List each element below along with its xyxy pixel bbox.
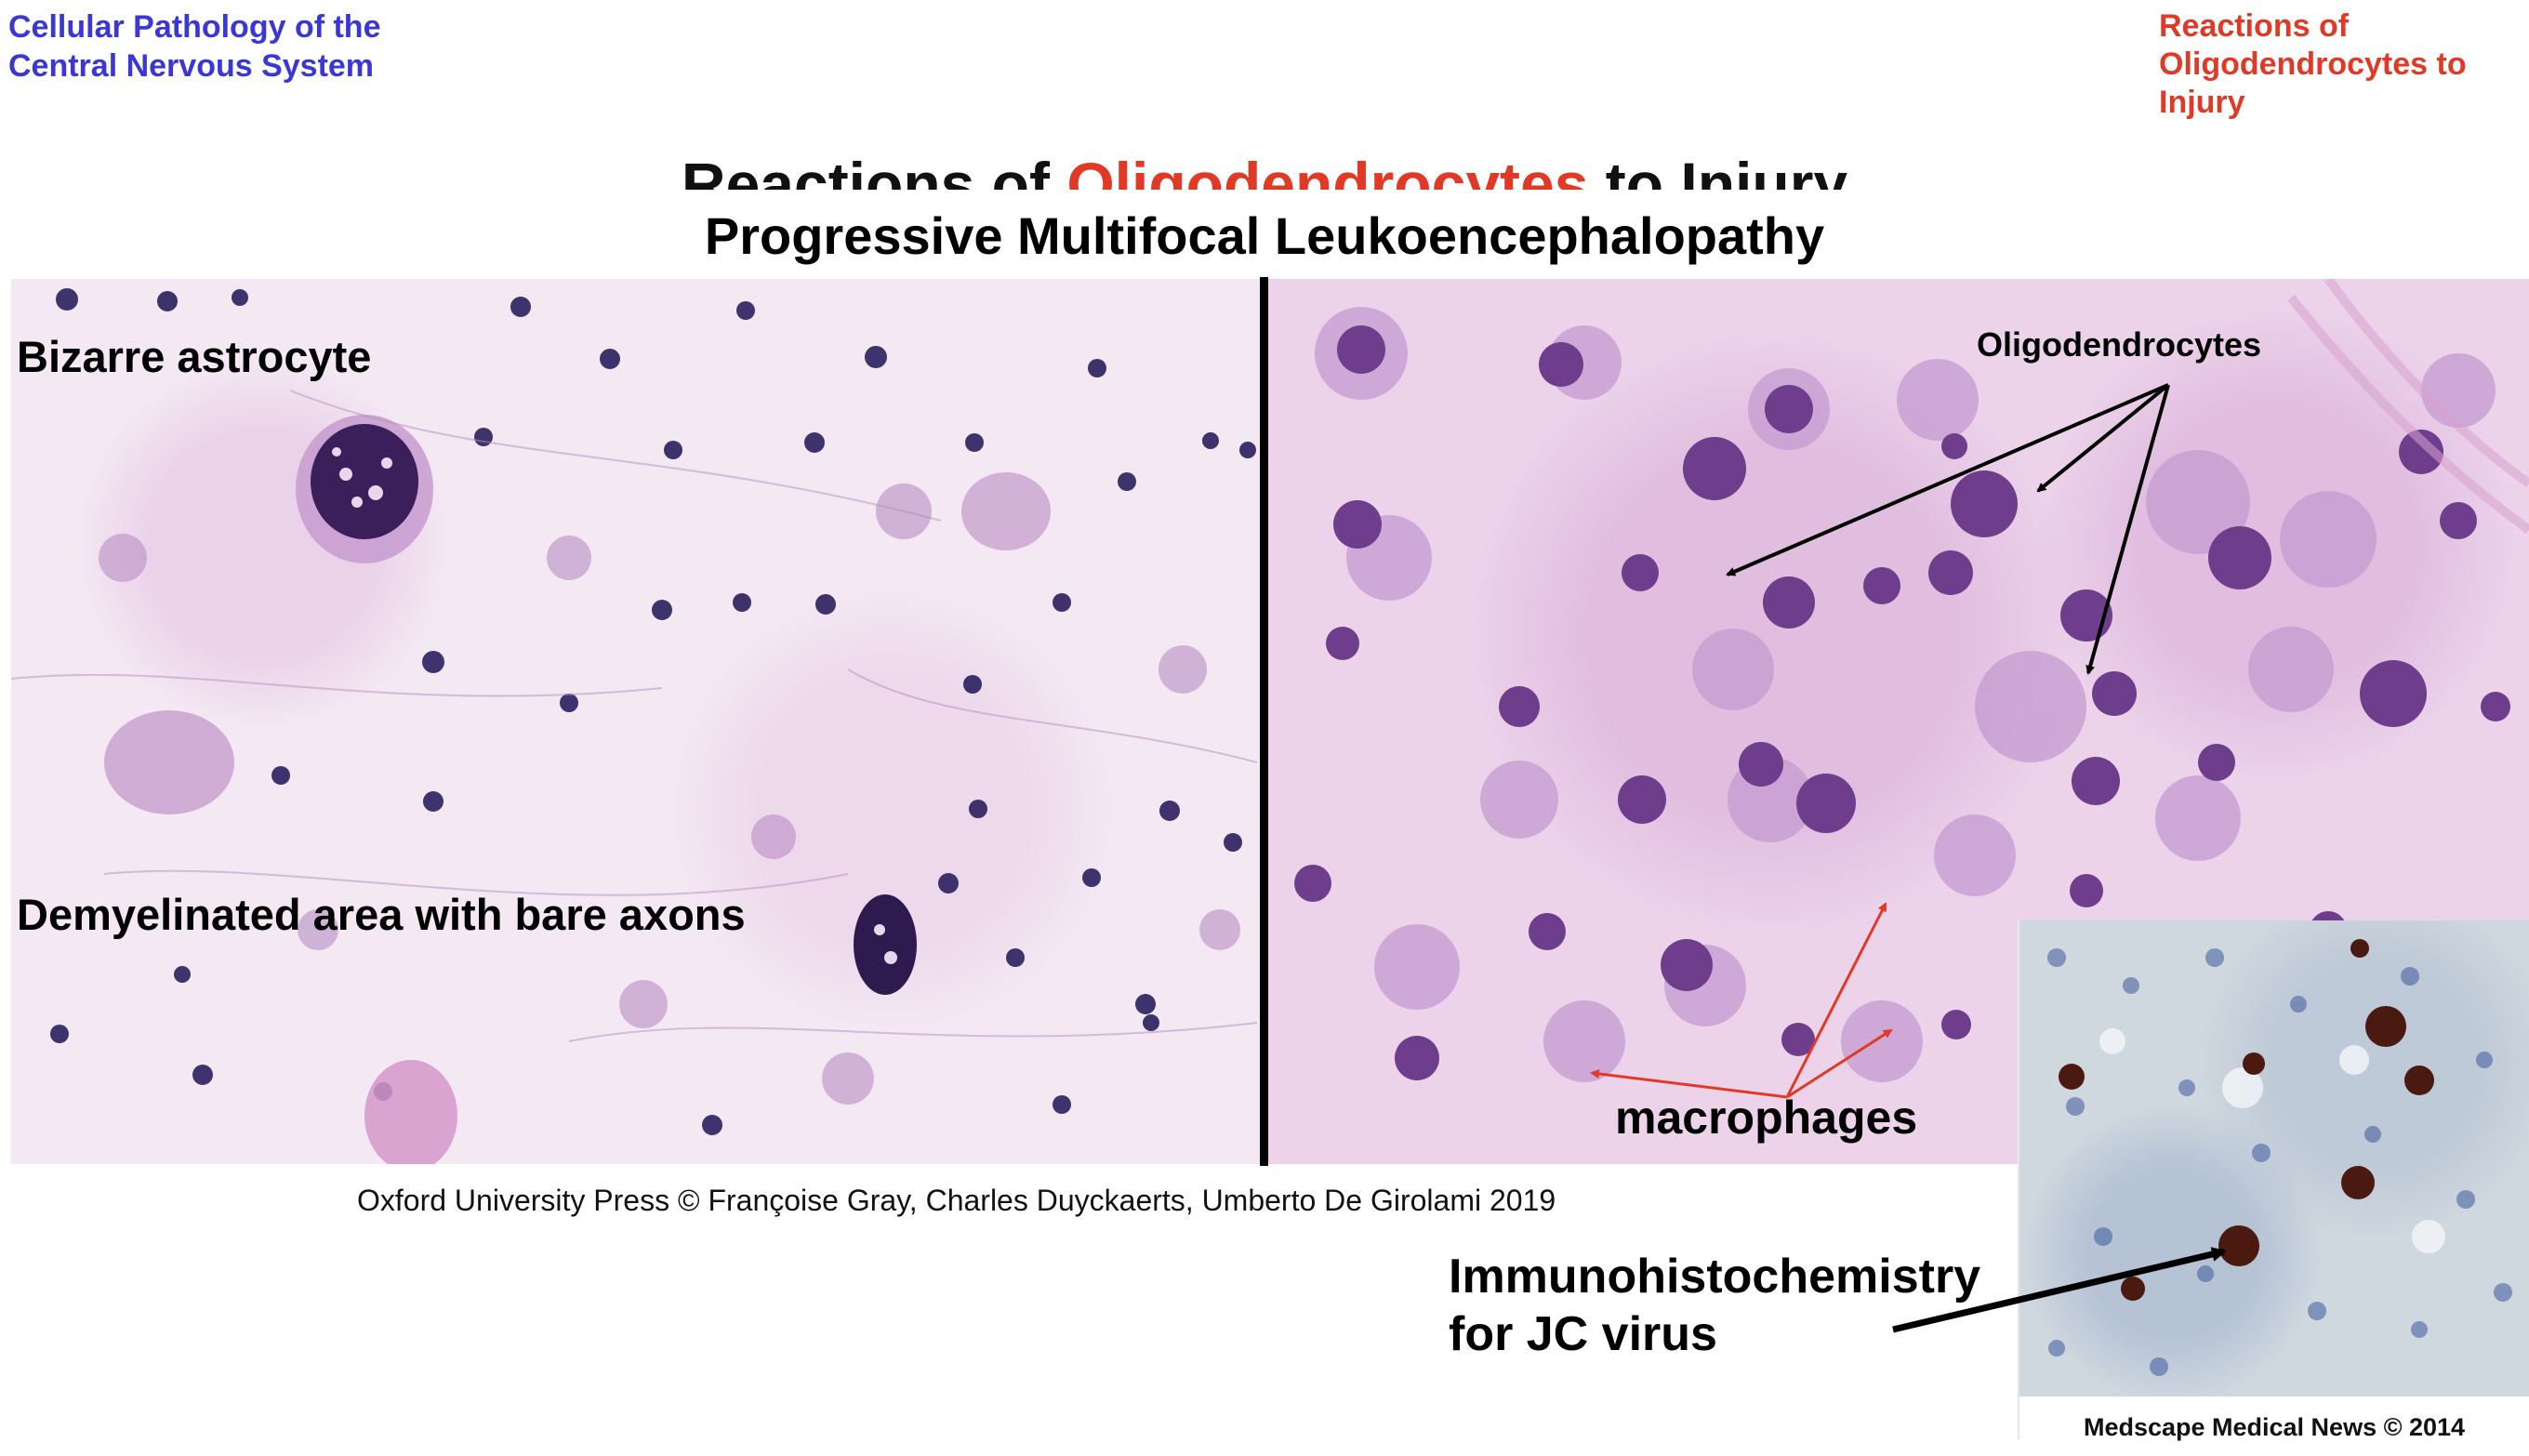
- topic-header-line3: Injury: [2159, 85, 2245, 120]
- oligodendrocyte-arrows: [1726, 383, 2170, 675]
- oligo-arrow-1: [1726, 383, 2169, 576]
- topic-header-line2: Oligodendrocytes to: [2159, 46, 2467, 82]
- label-macrophages: macrophages: [1615, 1092, 1918, 1144]
- micrograph-right-cells: [1294, 279, 2529, 1082]
- topic-header-line1: Reactions of: [2159, 8, 2350, 44]
- panel-divider: [1260, 277, 1268, 1166]
- label-demyelinated-area: Demyelinated area with bare axons: [17, 890, 746, 939]
- course-header-line1: Cellular Pathology of the: [8, 9, 381, 45]
- course-header: Cellular Pathology of the Central Nervou…: [8, 7, 492, 86]
- credit-medscape: Medscape Medical News © 2014: [2083, 1413, 2466, 1441]
- credit-oxford: Oxford University Press © Françoise Gray…: [357, 1184, 1556, 1217]
- ihc-inset-border: [2018, 919, 2019, 1439]
- slide-subtitle: Progressive Multifocal Leukoencephalopat…: [704, 206, 1825, 265]
- micrograph-ihc-cells: [2047, 939, 2512, 1376]
- label-ihc: Immunohistochemistry for JC virus: [1449, 1248, 2044, 1363]
- macro-arrow-3: [1590, 1069, 1788, 1099]
- slide-title-clip: Reactions of Oligodendrocytes to Injury: [0, 139, 2529, 190]
- slide-title-part1: Reactions of: [681, 150, 1067, 190]
- oligo-arrow-3: [2085, 384, 2170, 675]
- slide-title: Reactions of Oligodendrocytes to Injury: [0, 147, 2529, 190]
- topic-header: Reactions of Oligodendrocytes to Injury: [2159, 7, 2522, 122]
- label-bizarre-astrocyte: Bizarre astrocyte: [17, 332, 372, 381]
- label-ihc-line1: Immunohistochemistry: [1449, 1250, 1981, 1304]
- course-header-line2: Central Nervous System: [8, 48, 375, 84]
- micrograph-ihc-inset: [2019, 920, 2529, 1396]
- oligo-arrow-2: [2036, 383, 2170, 493]
- label-ihc-line2: for JC virus: [1449, 1307, 1717, 1361]
- slide-title-highlight: Oligodendrocytes: [1066, 150, 1589, 190]
- macrophage-arrows: [1590, 902, 1893, 1099]
- macro-arrow-2: [1786, 1028, 1893, 1099]
- label-oligodendrocytes: Oligodendrocytes: [1977, 325, 2262, 364]
- macro-arrow-1: [1785, 902, 1887, 1098]
- ihc-arrow: [1892, 1247, 2227, 1333]
- micrograph-left: [11, 279, 1268, 1164]
- slide-title-part3: to Injury: [1588, 150, 1848, 190]
- micrograph-left-cells: [11, 288, 1258, 1164]
